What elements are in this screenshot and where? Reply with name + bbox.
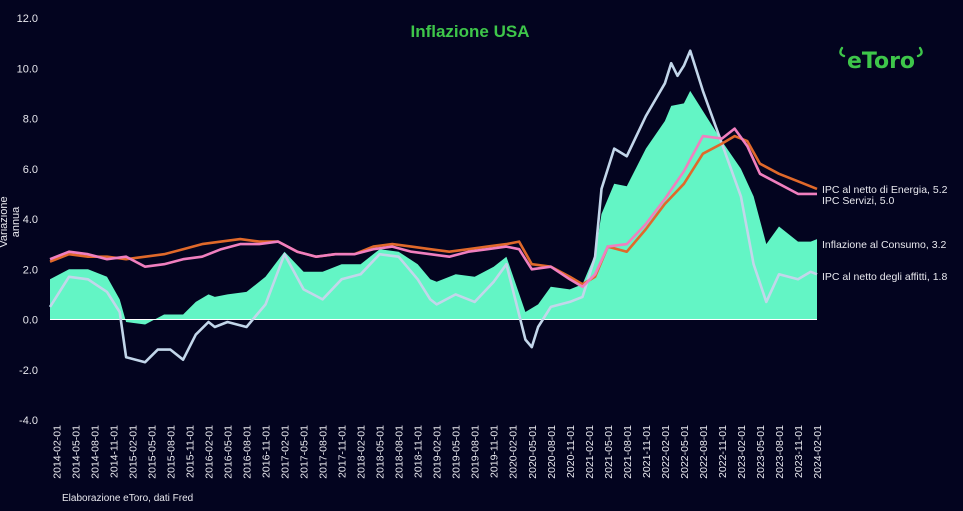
series-area-consumer-inflation: [50, 90, 817, 325]
y-tick-label: -2.0: [19, 365, 38, 377]
x-tick-label: 2020-11-01: [565, 425, 577, 478]
x-tick-label: 2021-11-01: [641, 425, 653, 478]
x-tick-label: 2015-08-01: [165, 425, 177, 479]
y-tick-label: 6.0: [23, 164, 38, 176]
series-layer: [48, 49, 818, 364]
y-tick-label: 0.0: [23, 315, 38, 327]
x-tick-label: 2015-11-01: [184, 425, 196, 478]
series-line-ipc-al-netto-di-energia: [49, 134, 818, 286]
x-tick-label: 2014-11-01: [108, 425, 120, 478]
x-tick-label: 2023-11-01: [793, 425, 805, 478]
logo-text: eToro: [847, 49, 915, 74]
x-tick-label: 2022-02-01: [660, 425, 672, 479]
y-tick-label: 10.0: [17, 63, 38, 75]
series-end-label: Inflazione al Consumo, 3.2: [822, 239, 946, 251]
y-tick-label: 2.0: [23, 264, 38, 276]
x-tick-label: 2023-08-01: [774, 425, 786, 479]
y-tick-label: 4.0: [23, 214, 38, 226]
x-tick-label: 2018-08-01: [394, 425, 406, 479]
x-tick-label: 2014-08-01: [89, 425, 101, 479]
logo-right-swoosh: [916, 46, 923, 58]
x-tick-label: 2016-05-01: [222, 425, 234, 479]
x-tick-label: 2015-05-01: [146, 425, 158, 479]
x-tick-label: 2021-08-01: [622, 425, 634, 479]
x-tick-label: 2017-02-01: [280, 425, 292, 479]
x-tick-label: 2021-02-01: [584, 425, 596, 479]
series-labels: Inflazione al Consumo, 3.2 IPC al netto d…: [822, 184, 948, 283]
x-tick-label: 2016-02-01: [203, 425, 215, 479]
x-tick-label: 2015-02-01: [127, 425, 139, 479]
x-tick-label: 2017-11-01: [337, 425, 349, 478]
y-axis-ticks: -4.0 -2.0 0.0 2.0 4.0 6.0 8.0 10.0 12.0: [17, 13, 38, 427]
x-tick-label: 2019-08-01: [470, 425, 482, 479]
series-end-label: IPC al netto degli affitti, 1.8: [822, 271, 947, 283]
x-tick-label: 2019-02-01: [432, 425, 444, 479]
x-tick-label: 2024-02-01: [812, 425, 824, 479]
x-tick-label: 2022-08-01: [698, 425, 710, 479]
x-tick-label: 2022-11-01: [717, 425, 729, 478]
x-tick-label: 2020-08-01: [546, 425, 558, 479]
x-tick-label: 2019-05-01: [451, 425, 463, 479]
y-tick-label: -4.0: [19, 415, 38, 427]
x-tick-label: 2021-05-01: [603, 425, 615, 479]
source-note: Elaborazione eToro, dati Fred: [62, 493, 194, 504]
etoro-logo: eToro: [838, 44, 924, 79]
y-tick-label: 12.0: [17, 13, 38, 25]
y-axis-label: Variazione annua: [0, 196, 22, 248]
series-end-label: IPC Servizi, 5.0: [822, 195, 895, 207]
chart-title: Inflazione USA: [410, 22, 530, 41]
x-tick-label: 2023-02-01: [736, 425, 748, 479]
x-tick-label: 2019-11-01: [489, 425, 501, 478]
x-tick-label: 2017-08-01: [318, 425, 330, 479]
x-tick-label: 2022-05-01: [679, 425, 691, 479]
x-tick-label: 2018-05-01: [375, 425, 387, 479]
x-tick-label: 2020-02-01: [508, 425, 520, 479]
x-tick-label: 2017-05-01: [299, 425, 311, 479]
series-end-label: IPC al netto di Energia, 5.2: [822, 184, 948, 196]
x-tick-label: 2023-05-01: [755, 425, 767, 479]
x-tick-label: 2014-05-01: [70, 425, 82, 479]
x-tick-label: 2016-11-01: [261, 425, 273, 478]
x-tick-label: 2020-05-01: [527, 425, 539, 479]
x-tick-label: 2014-02-01: [51, 425, 63, 479]
series-line-ipc-al-netto-degli-affitti: [48, 49, 818, 364]
x-tick-label: 2016-08-01: [242, 425, 254, 479]
logo-left-swoosh: [839, 46, 846, 58]
x-tick-label: 2018-11-01: [413, 425, 425, 478]
x-axis-ticks: 2014-02-01 2014-05-01 2014-08-01 2014-11-01…: [51, 425, 824, 479]
y-tick-label: 8.0: [23, 114, 38, 126]
series-line-ipc-servizi: [49, 127, 817, 289]
x-tick-label: 2018-02-01: [356, 425, 368, 479]
